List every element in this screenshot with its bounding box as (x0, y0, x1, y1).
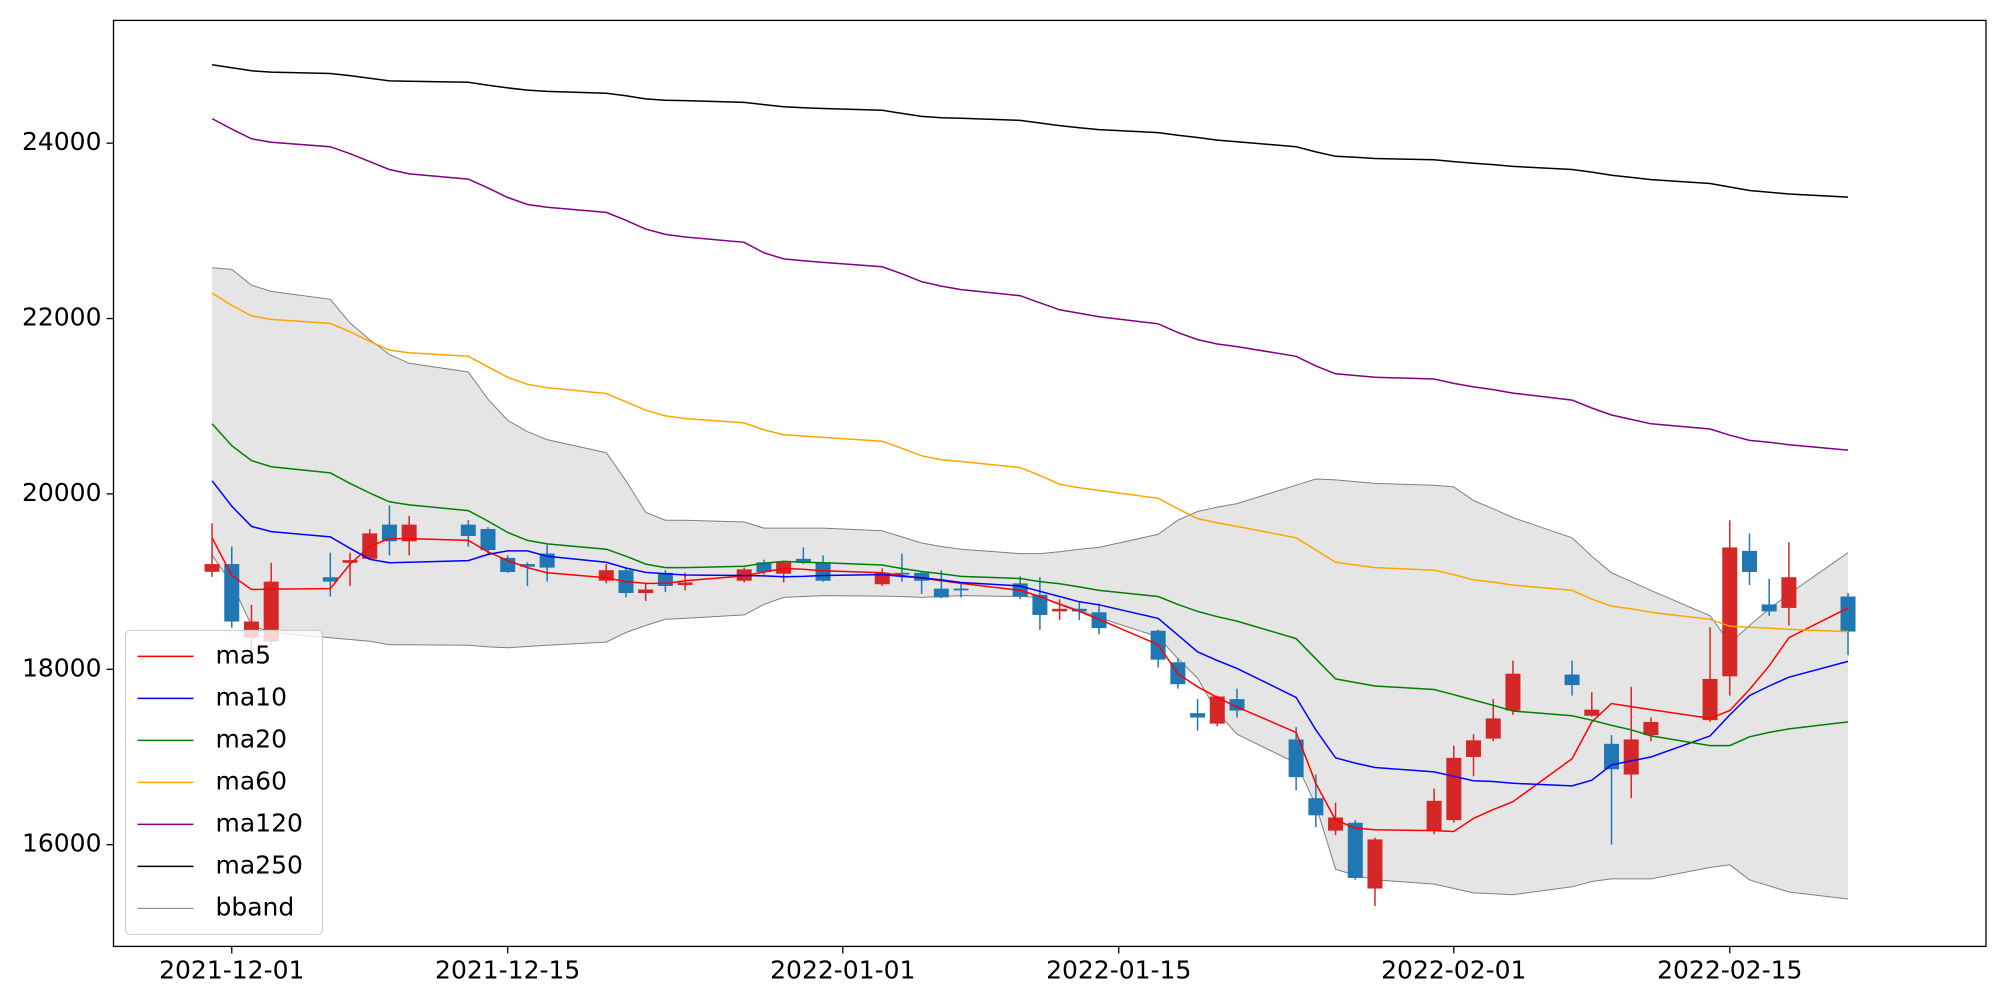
ma-line (211, 480, 1849, 787)
x-tick-label: 2022-01-01 (770, 955, 915, 984)
candle-body (894, 572, 910, 575)
candle-body (1190, 713, 1206, 718)
band-fill (212, 267, 1849, 899)
candle-body (1032, 594, 1048, 615)
candle-body (795, 558, 811, 563)
candle-body (1761, 604, 1777, 612)
ma-line (211, 537, 1849, 833)
y-tick-label: 22000 (22, 303, 102, 332)
candle-body (677, 582, 693, 586)
candle-body (224, 564, 240, 622)
y-tick-label: 20000 (22, 478, 102, 507)
candle-body (1229, 699, 1245, 711)
candle-body (1446, 757, 1462, 821)
candle-body (1091, 612, 1107, 629)
ma-line (211, 63, 1849, 198)
y-tick-label: 18000 (22, 653, 102, 682)
candle-body (1840, 596, 1856, 632)
candle-body (1426, 800, 1442, 831)
legend-label: ma60 (216, 766, 287, 795)
candle-body (1288, 739, 1304, 778)
y-tick-label: 16000 (22, 829, 102, 858)
candle-body (1347, 822, 1363, 879)
candle-body (1781, 577, 1797, 608)
candle-body (756, 562, 772, 572)
legend-label: ma5 (216, 640, 272, 669)
candle-body (1367, 839, 1383, 889)
candle-body (1052, 608, 1068, 612)
legend-label: ma20 (216, 724, 287, 753)
x-tick-label: 2022-02-01 (1381, 955, 1526, 984)
candle-body (914, 572, 930, 581)
band-upper (212, 267, 1849, 644)
candle-body (953, 588, 969, 591)
candle-body (1505, 673, 1521, 711)
x-tick-label: 2021-12-15 (435, 955, 580, 984)
candle-body (1643, 721, 1659, 736)
candle-body (1741, 550, 1757, 572)
legend-box (125, 629, 323, 935)
candle-body (933, 588, 949, 598)
candle-body (1623, 739, 1639, 775)
candle-body (381, 524, 397, 542)
candle-body (204, 564, 220, 572)
legend-label: ma120 (216, 808, 303, 837)
candle-body (263, 581, 279, 642)
candle-body (638, 589, 654, 594)
y-tick-label: 24000 (22, 127, 102, 156)
legend-label: ma250 (216, 850, 303, 879)
candle-body (1308, 798, 1324, 816)
candle-body (460, 524, 476, 537)
candle-body (322, 577, 338, 582)
candle-body (342, 560, 358, 563)
candle-body (480, 528, 496, 551)
ma-line (211, 423, 1849, 747)
candle-body (1604, 743, 1619, 770)
ma-line (211, 117, 1849, 451)
candle-body (598, 570, 614, 581)
x-tick-label: 2022-01-15 (1046, 955, 1191, 984)
plot-frame (112, 19, 1987, 948)
x-tick-label: 2021-12-01 (159, 955, 304, 984)
candle-body (1702, 678, 1718, 721)
legend-label: bband (216, 892, 295, 921)
candle-body (1722, 547, 1738, 677)
candle-body (1564, 674, 1580, 686)
candle-body (1071, 608, 1087, 612)
x-tick-label: 2022-02-15 (1657, 955, 1802, 984)
candle-body (1485, 718, 1501, 739)
candle-body (1209, 696, 1225, 724)
candle-body (1466, 740, 1482, 757)
legend-label: ma10 (216, 682, 287, 711)
legend: ma5 ma10 ma20 ma60 ma120 ma250 bband (125, 629, 323, 935)
band-lower (211, 555, 1849, 900)
candle-body (519, 564, 535, 567)
candle-body (874, 572, 890, 585)
ma-line (211, 292, 1849, 633)
candle-body (1584, 709, 1600, 716)
candle-body (401, 524, 417, 542)
